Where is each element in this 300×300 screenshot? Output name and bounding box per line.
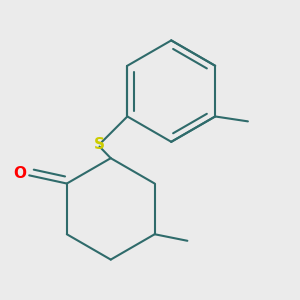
Text: O: O xyxy=(14,166,26,181)
Text: S: S xyxy=(94,137,105,152)
